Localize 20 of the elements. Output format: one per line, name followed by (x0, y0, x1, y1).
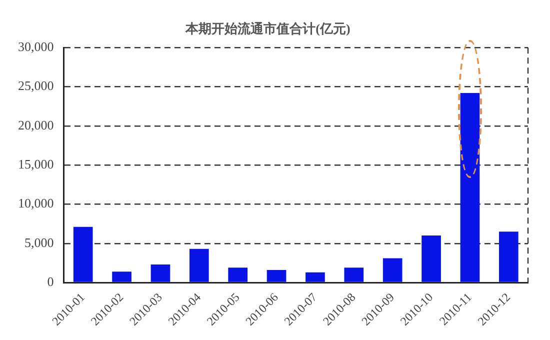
y-tick-label: 20,000 (18, 117, 54, 132)
bar (112, 272, 132, 282)
bar (150, 264, 170, 282)
y-tick-label: 10,000 (18, 196, 54, 211)
bar (189, 248, 209, 282)
bar (73, 226, 93, 282)
y-tick-label: 30,000 (18, 39, 54, 54)
bar (266, 270, 286, 282)
chart-title: 本期开始流通市值合计(亿元) (184, 21, 350, 36)
bar (498, 232, 518, 282)
y-tick-label: 15,000 (18, 156, 54, 172)
bar (382, 258, 402, 282)
y-tick-label: 0 (47, 274, 54, 289)
bar (306, 272, 325, 282)
bar (460, 93, 480, 282)
bar (422, 236, 441, 282)
bar (344, 268, 364, 282)
y-tick-label: 5,000 (24, 234, 54, 250)
bar (228, 268, 248, 282)
y-tick-label: 25,000 (18, 78, 54, 94)
